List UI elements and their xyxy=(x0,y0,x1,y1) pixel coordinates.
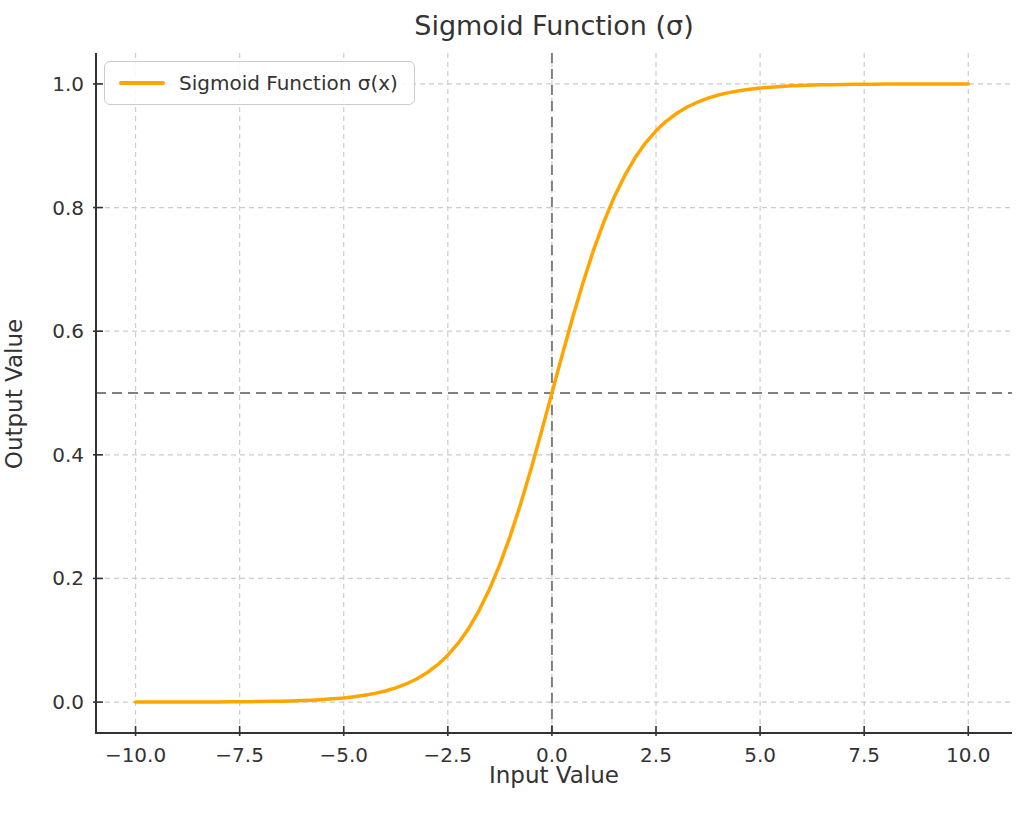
plot-canvas: −10.0−7.5−5.0−2.50.02.55.07.510.00.00.20… xyxy=(0,0,1024,813)
legend: Sigmoid Function σ(x) xyxy=(104,61,415,105)
x-axis-label: Input Value xyxy=(96,762,1012,788)
legend-label: Sigmoid Function σ(x) xyxy=(179,71,398,95)
y-tick-label: 0.4 xyxy=(52,443,84,467)
tick-marks xyxy=(93,84,968,736)
reference-lines xyxy=(96,53,1012,733)
sigmoid-chart-figure: −10.0−7.5−5.0−2.50.02.55.07.510.00.00.20… xyxy=(0,0,1024,813)
y-tick-label: 0.0 xyxy=(52,690,84,714)
tick-labels: −10.0−7.5−5.0−2.50.02.55.07.510.00.00.20… xyxy=(52,72,990,767)
y-tick-label: 0.2 xyxy=(52,566,84,590)
chart-title: Sigmoid Function (σ) xyxy=(96,10,1012,41)
y-tick-label: 1.0 xyxy=(52,72,84,96)
y-axis-label: Output Value xyxy=(1,314,27,474)
y-tick-label: 0.8 xyxy=(52,196,84,220)
y-tick-label: 0.6 xyxy=(52,319,84,343)
legend-line-swatch xyxy=(119,81,165,85)
